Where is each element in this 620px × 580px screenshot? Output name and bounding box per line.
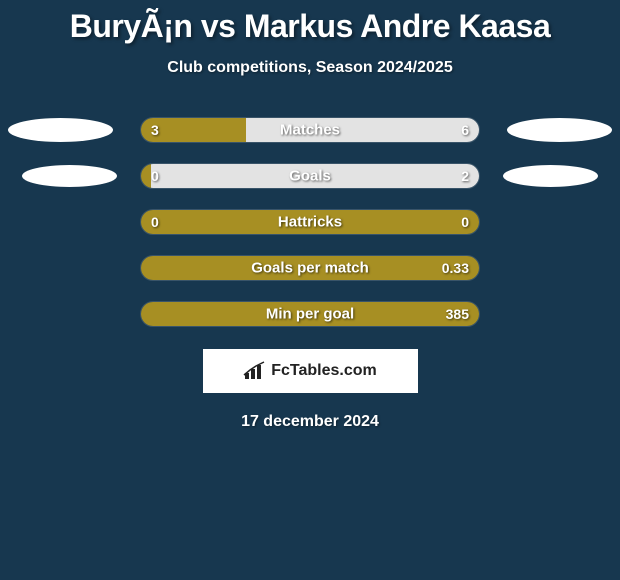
comparison-container: BuryÃ¡n vs Markus Andre Kaasa Club compe… (0, 0, 620, 431)
value-right: 6 (461, 122, 469, 138)
bar-track: Hattricks 0 0 (140, 209, 480, 235)
value-left: 3 (151, 122, 159, 138)
page-title: BuryÃ¡n vs Markus Andre Kaasa (0, 8, 620, 45)
bar-label: Min per goal (266, 306, 354, 323)
player-marker-right (503, 165, 598, 187)
watermark-text: FcTables.com (271, 362, 377, 380)
page-subtitle: Club competitions, Season 2024/2025 (0, 59, 620, 77)
bar-track: Goals per match 0.33 (140, 255, 480, 281)
stat-row: Goals per match 0.33 (0, 245, 620, 291)
bar-track: Min per goal 385 (140, 301, 480, 327)
stat-row: Goals 0 2 (0, 153, 620, 199)
bar-track: Goals 0 2 (140, 163, 480, 189)
bar-track: Matches 3 6 (140, 117, 480, 143)
bar-label: Matches (280, 122, 340, 139)
bar-left-fill (141, 164, 151, 188)
watermark[interactable]: FcTables.com (203, 349, 418, 393)
bar-label: Goals (289, 168, 331, 185)
bars-area: Matches 3 6 Goals 0 2 Hattricks 0 0 Goals per mat… (0, 107, 620, 337)
player-marker-right (507, 118, 612, 142)
date-stamp: 17 december 2024 (0, 413, 620, 431)
value-right: 0 (461, 214, 469, 230)
player-marker-left (8, 118, 113, 142)
bar-label: Goals per match (251, 260, 369, 277)
stat-row: Hattricks 0 0 (0, 199, 620, 245)
value-left: 0 (151, 168, 159, 184)
value-right: 2 (461, 168, 469, 184)
bar-chart-icon (243, 361, 267, 381)
value-right: 0.33 (442, 260, 469, 276)
stat-row: Matches 3 6 (0, 107, 620, 153)
value-left: 0 (151, 214, 159, 230)
value-right: 385 (446, 306, 469, 322)
bar-label: Hattricks (278, 214, 342, 231)
stat-row: Min per goal 385 (0, 291, 620, 337)
player-marker-left (22, 165, 117, 187)
